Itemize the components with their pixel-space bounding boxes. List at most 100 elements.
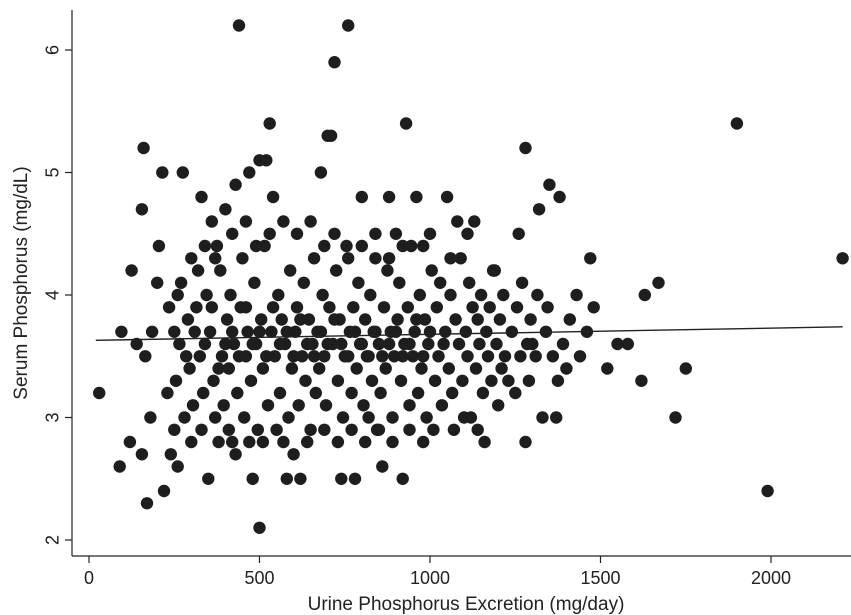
data-point xyxy=(222,362,235,375)
data-point xyxy=(186,399,200,412)
data-point xyxy=(229,178,242,191)
data-point xyxy=(193,350,206,363)
data-point xyxy=(135,203,149,216)
data-point xyxy=(481,350,495,363)
data-point xyxy=(389,325,403,338)
data-point xyxy=(157,484,171,498)
data-point xyxy=(168,423,181,436)
data-point xyxy=(321,337,334,351)
fit-line xyxy=(95,326,843,342)
data-point xyxy=(263,227,276,240)
data-point xyxy=(521,337,534,351)
data-point xyxy=(251,423,264,436)
data-point xyxy=(209,411,222,424)
data-point xyxy=(413,288,426,302)
data-point xyxy=(486,264,500,277)
data-point xyxy=(183,362,196,375)
data-point xyxy=(265,325,278,338)
data-point xyxy=(318,350,331,363)
data-point xyxy=(652,276,665,289)
data-point xyxy=(290,301,304,314)
data-point xyxy=(536,411,549,424)
data-point xyxy=(435,399,449,412)
data-point xyxy=(188,325,201,338)
data-point xyxy=(556,337,570,351)
data-point xyxy=(411,386,425,400)
data-point xyxy=(396,239,409,253)
data-point xyxy=(323,301,336,314)
data-point xyxy=(519,435,532,449)
data-point xyxy=(214,264,227,277)
data-point xyxy=(362,411,375,424)
data-point xyxy=(529,350,542,363)
data-point xyxy=(669,411,682,424)
data-point xyxy=(285,362,299,375)
data-point xyxy=(319,399,333,412)
data-point xyxy=(232,350,246,363)
data-point xyxy=(202,472,215,485)
data-point xyxy=(415,362,428,375)
data-point xyxy=(374,386,387,400)
data-point xyxy=(335,337,348,351)
data-point xyxy=(451,215,464,228)
data-point xyxy=(243,435,256,449)
data-point xyxy=(410,313,423,326)
data-point xyxy=(314,166,328,179)
data-point xyxy=(335,472,348,485)
data-point xyxy=(434,276,447,289)
data-point xyxy=(345,386,358,400)
data-point xyxy=(239,301,253,314)
data-point xyxy=(226,227,239,240)
data-point xyxy=(355,239,368,253)
data-point xyxy=(115,325,128,338)
data-point xyxy=(224,288,237,302)
data-point xyxy=(524,313,537,326)
data-point xyxy=(403,337,416,351)
data-point xyxy=(266,301,280,314)
data-point xyxy=(297,276,310,289)
data-point xyxy=(493,313,507,326)
data-point xyxy=(307,350,321,363)
data-point xyxy=(401,301,414,314)
data-point xyxy=(302,313,316,326)
data-point xyxy=(461,227,474,240)
data-point xyxy=(210,239,224,253)
data-point xyxy=(440,190,454,204)
data-point xyxy=(207,374,220,387)
data-point xyxy=(246,337,259,351)
data-point xyxy=(471,423,484,436)
data-point xyxy=(393,276,406,289)
data-point xyxy=(369,227,382,240)
data-point xyxy=(478,435,491,449)
data-point xyxy=(492,399,505,412)
data-point xyxy=(551,374,565,387)
data-point xyxy=(244,374,258,387)
data-point xyxy=(229,448,242,461)
y-tick-label: 3 xyxy=(42,412,62,422)
data-point xyxy=(348,472,362,485)
data-point xyxy=(512,227,525,240)
data-point xyxy=(195,423,208,436)
data-point xyxy=(355,337,368,351)
data-point xyxy=(280,325,293,338)
data-point xyxy=(93,386,106,400)
data-point xyxy=(275,313,288,326)
data-point xyxy=(309,386,322,400)
data-point xyxy=(330,264,343,277)
data-point xyxy=(498,350,512,363)
data-point xyxy=(203,325,217,338)
data-point xyxy=(439,325,452,338)
data-point xyxy=(454,252,467,265)
data-point xyxy=(277,435,290,449)
data-point xyxy=(638,288,651,302)
data-point xyxy=(403,399,416,412)
data-point xyxy=(239,215,253,228)
data-point xyxy=(190,301,203,314)
data-point xyxy=(410,190,423,204)
data-point xyxy=(473,337,486,351)
data-point xyxy=(495,362,508,375)
data-point xyxy=(428,374,442,387)
data-point xyxy=(292,399,305,412)
data-point xyxy=(468,215,481,228)
data-point xyxy=(480,325,493,338)
